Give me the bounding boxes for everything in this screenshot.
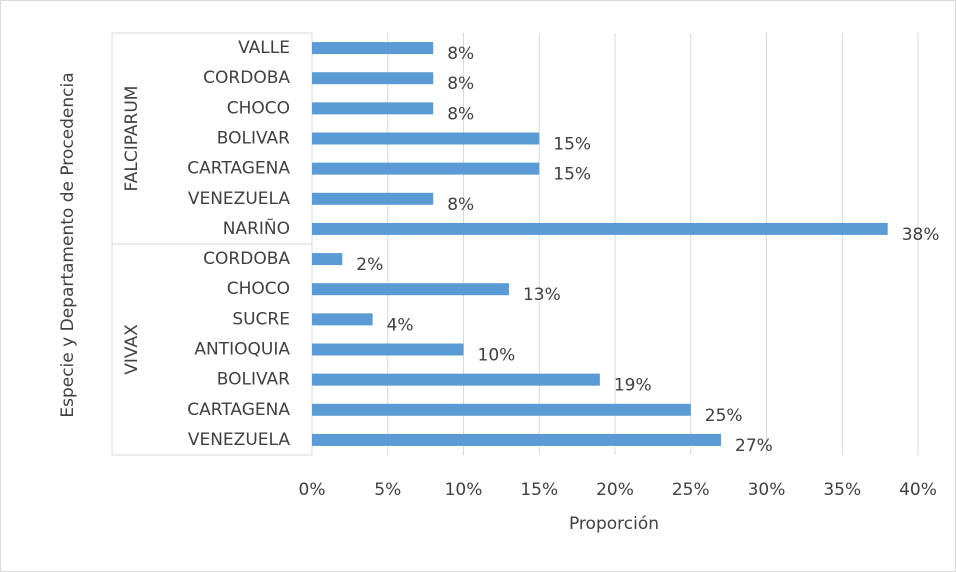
bar — [312, 102, 434, 115]
bar — [312, 42, 434, 55]
bar — [312, 132, 540, 145]
x-tick-label: 10% — [445, 480, 483, 500]
y-tick-label: CORDOBA — [203, 68, 290, 88]
bar — [312, 373, 600, 386]
data-label: 4% — [387, 315, 414, 335]
data-label: 27% — [735, 436, 773, 456]
bar — [312, 283, 509, 296]
y-axis-title: Especie y Departamento de Procedencia — [58, 72, 78, 417]
y-tick-label: NARIÑO — [223, 217, 290, 239]
bar — [312, 253, 343, 266]
group-label: VIVAX — [122, 324, 142, 375]
y-tick-label: CARTAGENA — [187, 159, 290, 179]
bar — [312, 192, 434, 205]
y-tick-label: VALLE — [238, 38, 290, 58]
x-tick-label: 40% — [899, 480, 937, 500]
x-tick-label: 15% — [520, 480, 558, 500]
y-tick-label: SUCRE — [232, 309, 290, 329]
data-label: 15% — [553, 165, 591, 185]
data-label: 8% — [447, 44, 474, 64]
data-label: 2% — [356, 255, 383, 275]
y-tick-label: BOLIVAR — [217, 129, 290, 149]
group-label: FALCIPARUM — [122, 86, 142, 192]
x-tick-label: 20% — [596, 480, 634, 500]
y-tick-label: CHOCO — [227, 98, 290, 118]
data-label: 38% — [902, 225, 940, 245]
x-tick-label: 35% — [823, 480, 861, 500]
data-label: 8% — [447, 195, 474, 215]
x-axis-title: Proporción — [569, 514, 659, 534]
x-tick-label: 30% — [748, 480, 786, 500]
y-tick-label: ANTIOQUIA — [194, 340, 290, 360]
bar — [312, 222, 888, 235]
y-tick-label: BOLIVAR — [217, 370, 290, 390]
data-label: 10% — [478, 346, 516, 366]
bar — [312, 343, 464, 356]
data-label: 25% — [705, 406, 743, 426]
data-label: 8% — [447, 74, 474, 94]
bar — [312, 403, 691, 416]
x-tick-label: 5% — [374, 480, 401, 500]
bar — [312, 162, 540, 175]
x-tick-label: 0% — [299, 480, 326, 500]
bar — [312, 72, 434, 85]
data-label: 15% — [553, 135, 591, 155]
y-tick-label: VENEZUELA — [188, 189, 291, 209]
x-tick-label: 25% — [672, 480, 710, 500]
data-label: 13% — [523, 285, 561, 305]
data-label: 8% — [447, 104, 474, 124]
y-tick-label: CORDOBA — [203, 249, 290, 269]
y-tick-label: CHOCO — [227, 279, 290, 299]
bar — [312, 313, 373, 326]
y-tick-label: VENEZUELA — [188, 430, 291, 450]
y-tick-label: CARTAGENA — [187, 400, 290, 420]
data-label: 19% — [614, 376, 652, 396]
bar — [312, 433, 722, 446]
